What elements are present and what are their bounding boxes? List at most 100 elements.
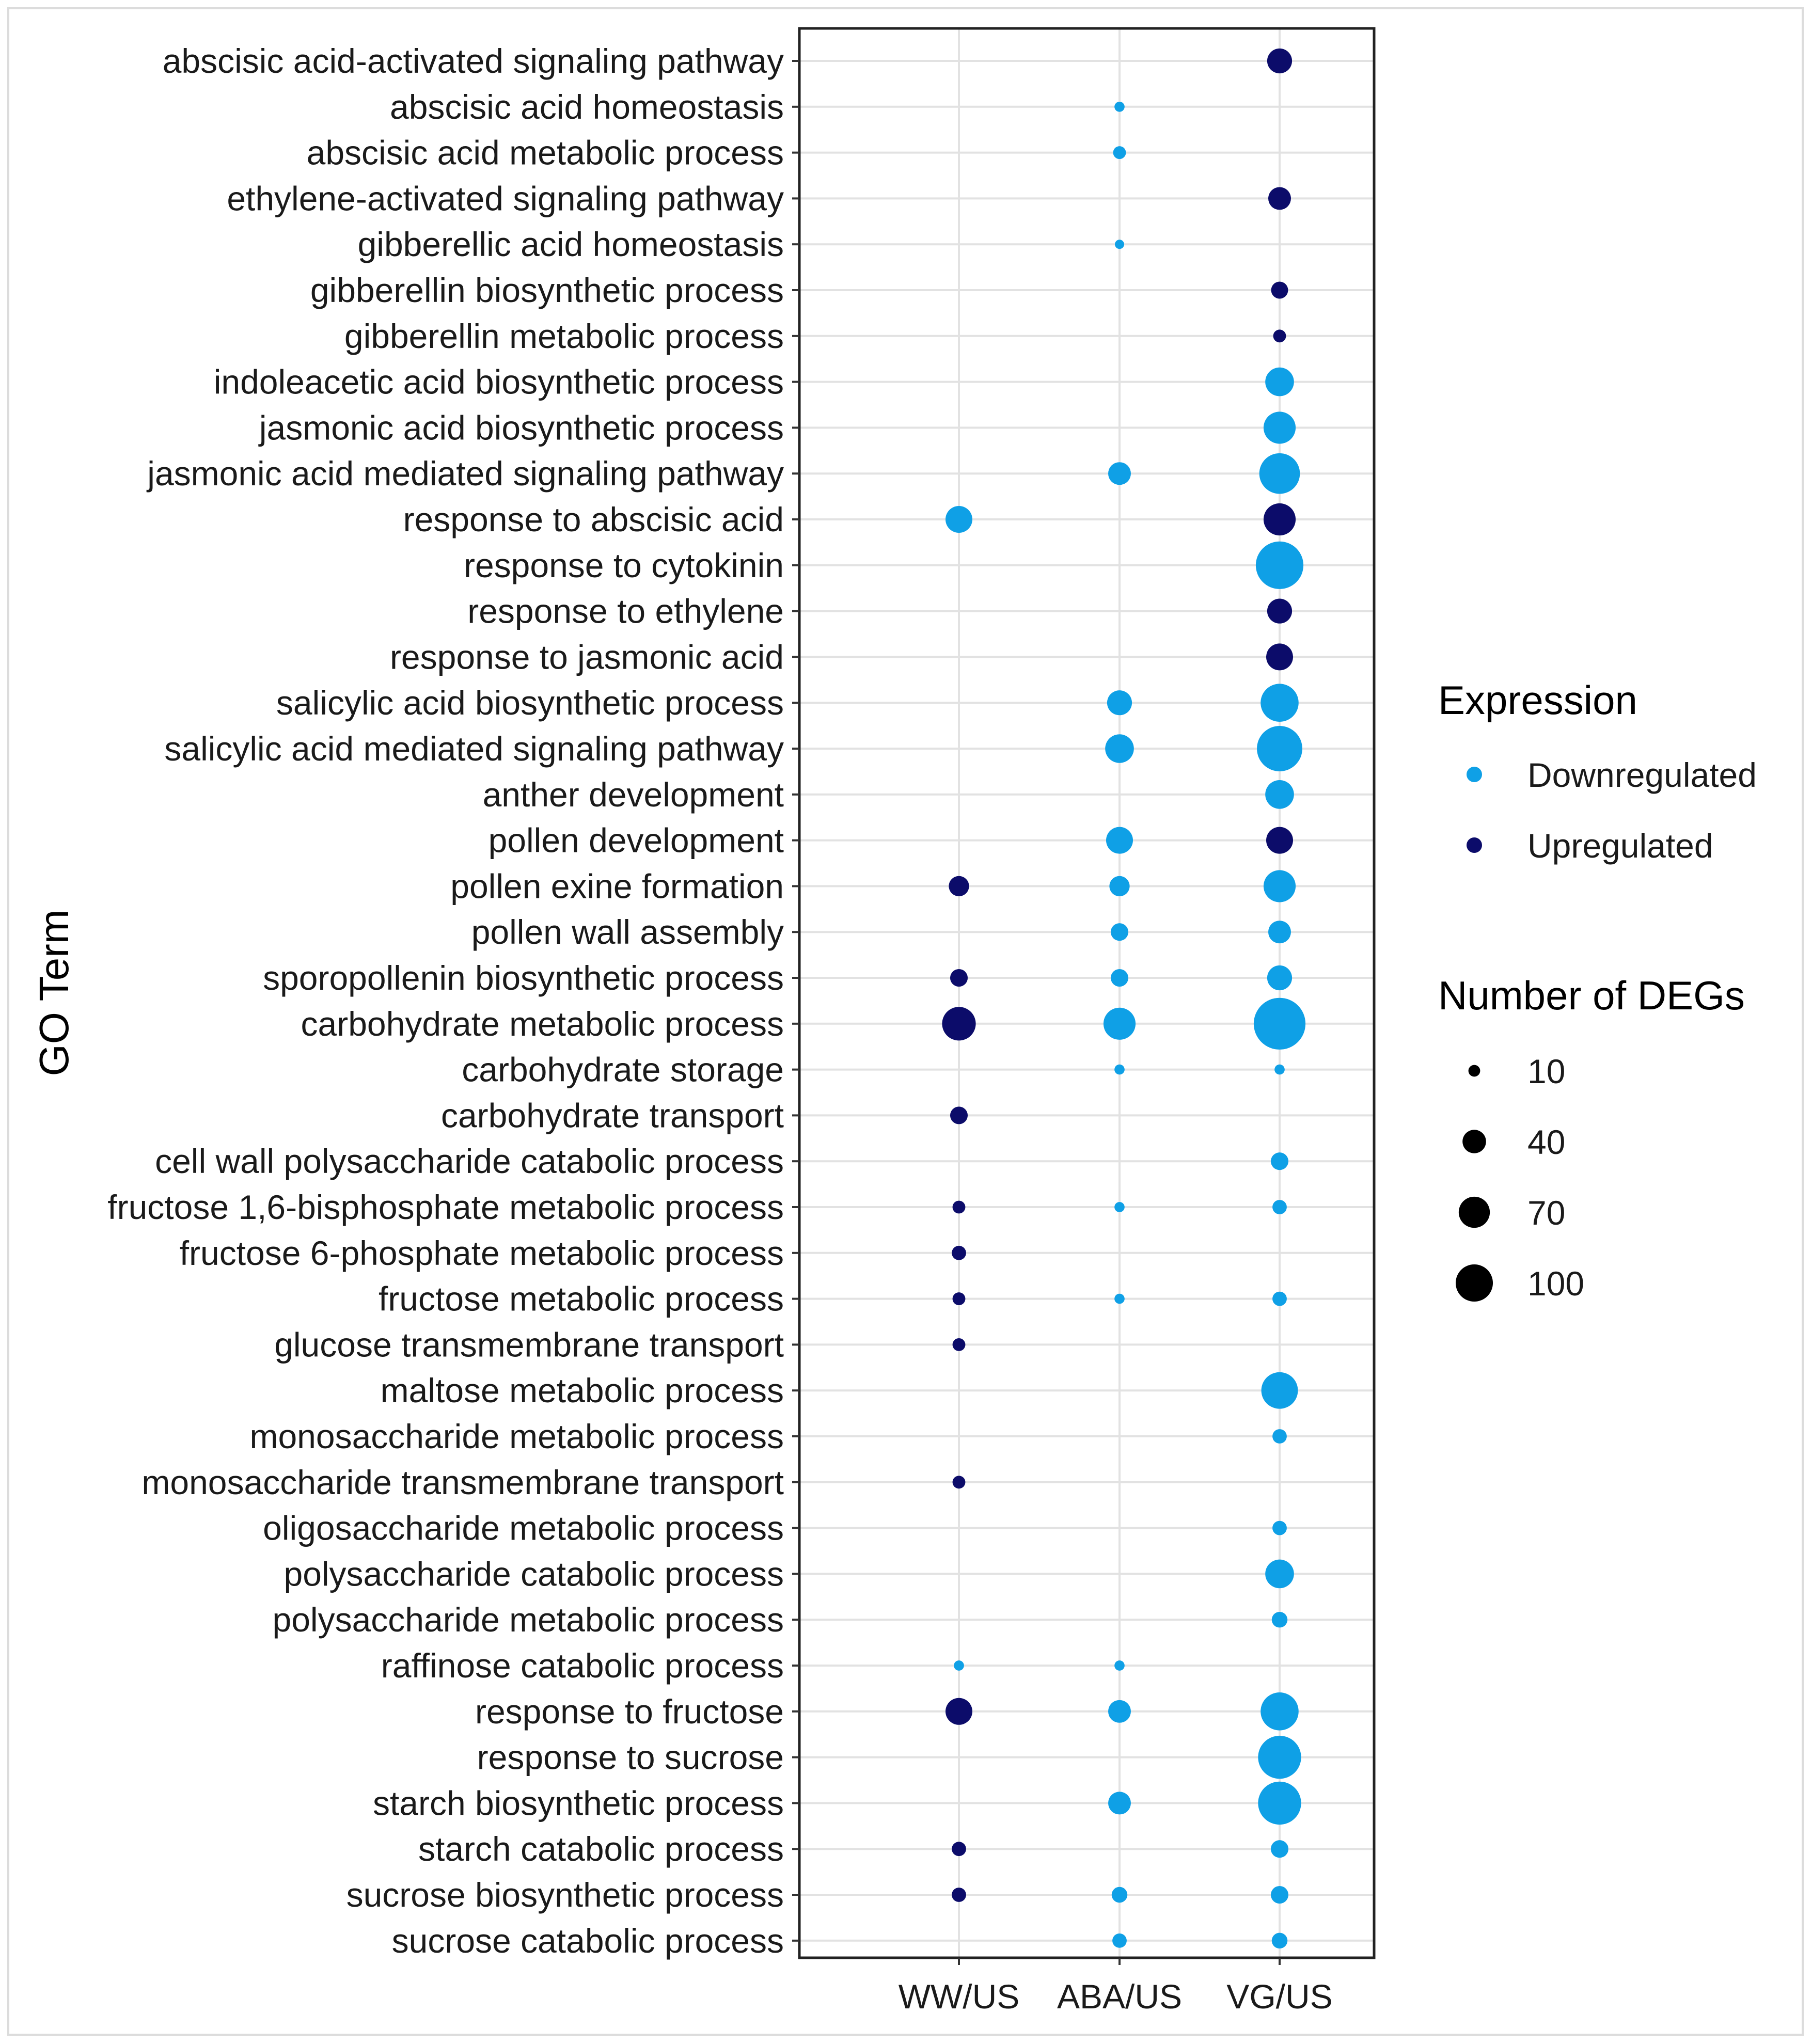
data-point	[1272, 1291, 1287, 1306]
data-point	[1103, 1007, 1136, 1040]
data-point	[1109, 876, 1130, 897]
data-point	[1270, 1840, 1289, 1858]
legend-size-title: Number of DEGs	[1438, 973, 1745, 1018]
y-axis-ticks: abscisic acid-activated signaling pathwa…	[107, 42, 799, 1960]
data-point	[1106, 827, 1133, 854]
data-point	[950, 969, 968, 987]
legend-color-title: Expression	[1438, 677, 1637, 723]
y-tick-label: starch biosynthetic process	[373, 1784, 784, 1822]
data-point	[1267, 598, 1293, 624]
y-tick-label: abscisic acid-activated signaling pathwa…	[163, 42, 784, 80]
data-point	[1112, 1933, 1127, 1948]
y-tick-label: raffinose catabolic process	[381, 1646, 784, 1685]
data-point	[1115, 240, 1124, 249]
y-tick-label: starch catabolic process	[418, 1830, 784, 1868]
legend: Expression Downregulated Upregulated Numb…	[1438, 677, 1757, 1303]
data-point	[952, 1338, 966, 1351]
y-tick-label: response to fructose	[475, 1692, 784, 1731]
legend-size-label: 10	[1527, 1052, 1565, 1090]
y-tick-label: sucrose biosynthetic process	[346, 1876, 784, 1914]
y-tick-label: pollen wall assembly	[471, 913, 784, 951]
y-tick-label: abscisic acid homeostasis	[390, 88, 784, 126]
data-point	[1272, 1429, 1287, 1444]
data-point	[1271, 1932, 1288, 1949]
y-tick-label: monosaccharide metabolic process	[249, 1417, 784, 1455]
data-point	[1258, 1735, 1301, 1779]
x-tick-label: VG/US	[1226, 1977, 1332, 2016]
legend-color-key	[1467, 837, 1482, 853]
data-point	[1113, 146, 1126, 160]
data-point	[1274, 1064, 1285, 1075]
y-tick-label: cell wall polysaccharide catabolic proce…	[155, 1142, 784, 1180]
legend-size-key	[1458, 1196, 1490, 1228]
data-point	[1271, 281, 1288, 299]
y-axis-title: GO Term	[31, 909, 77, 1076]
y-tick-label: response to sucrose	[477, 1738, 784, 1777]
data-point	[1257, 726, 1302, 771]
legend-size-label: 100	[1527, 1264, 1584, 1303]
figure-border	[7, 7, 1804, 2036]
data-point	[1263, 503, 1296, 536]
y-tick-label: gibberellin metabolic process	[344, 317, 784, 355]
data-point	[1273, 329, 1286, 343]
data-point	[1266, 827, 1293, 854]
data-point	[952, 1200, 966, 1214]
y-tick-label: pollen exine formation	[450, 867, 784, 905]
y-tick-label: salicylic acid mediated signaling pathwa…	[164, 730, 784, 768]
data-point	[1253, 997, 1306, 1050]
data-point	[1272, 1520, 1287, 1535]
legend-size-key	[1455, 1264, 1493, 1302]
data-points	[942, 48, 1306, 1949]
y-tick-label: gibberellin biosynthetic process	[310, 271, 784, 309]
y-tick-label: maltose metabolic process	[381, 1371, 784, 1409]
legend-size-key	[1468, 1065, 1480, 1077]
data-point	[1263, 870, 1296, 902]
data-point	[1265, 780, 1294, 809]
x-axis-ticks: WW/US ABA/US VG/US	[899, 1958, 1333, 2016]
x-tick-label: ABA/US	[1057, 1977, 1182, 2016]
y-tick-label: fructose 1,6-bisphosphate metabolic proc…	[107, 1188, 784, 1226]
y-tick-label: fructose 6-phosphate metabolic process	[180, 1234, 784, 1272]
plot-panel	[798, 27, 1376, 1959]
y-tick-label: monosaccharide transmembrane transport	[141, 1463, 784, 1501]
data-point	[1270, 1885, 1289, 1904]
legend-color-label: Downregulated	[1527, 756, 1757, 794]
y-tick-label: response to jasmonic acid	[390, 638, 784, 676]
data-point	[1265, 1559, 1294, 1589]
data-point	[952, 1476, 966, 1489]
data-point	[942, 1007, 976, 1041]
y-tick-label: fructose metabolic process	[379, 1280, 784, 1318]
data-point	[1261, 1372, 1298, 1409]
data-point	[1105, 734, 1134, 763]
y-tick-label: carbohydrate storage	[462, 1051, 784, 1089]
data-point	[1114, 1660, 1125, 1671]
y-tick-label: gibberellic acid homeostasis	[358, 225, 784, 263]
data-point	[1260, 1692, 1299, 1731]
data-point	[1114, 101, 1125, 112]
data-point	[1110, 969, 1129, 987]
y-tick-label: carbohydrate metabolic process	[301, 1005, 784, 1043]
data-point	[1108, 1792, 1131, 1815]
y-tick-label: indoleacetic acid biosynthetic process	[214, 363, 784, 401]
legend-size-label: 70	[1527, 1194, 1565, 1232]
data-point	[1108, 462, 1131, 485]
data-point	[1263, 411, 1296, 444]
y-tick-label: response to abscisic acid	[403, 500, 784, 538]
legend-size-key	[1462, 1130, 1486, 1153]
data-point	[952, 1292, 966, 1306]
y-tick-label: anther development	[483, 775, 784, 814]
gridlines	[799, 28, 1374, 1958]
legend-size-entries: 10 40 70 100	[1455, 1052, 1584, 1303]
data-point	[1108, 1700, 1131, 1723]
data-point	[1265, 367, 1294, 397]
data-point	[950, 1106, 968, 1124]
data-point	[1267, 965, 1293, 991]
data-point	[1267, 48, 1293, 74]
data-point	[1272, 1200, 1287, 1214]
data-point	[1258, 1781, 1301, 1825]
y-tick-label: oligosaccharide metabolic process	[263, 1509, 784, 1547]
y-tick-label: glucose transmembrane transport	[274, 1325, 784, 1364]
data-point	[1266, 643, 1293, 671]
data-point	[1107, 690, 1132, 716]
